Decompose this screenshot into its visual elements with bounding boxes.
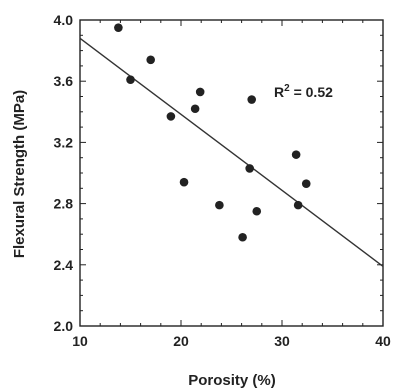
plot-axes: 10 20 30 40 2.0 2.4 2.8 3.2 3.6 4.0 (54, 12, 391, 349)
data-point (252, 206, 262, 216)
data-point (146, 55, 155, 65)
data-point (215, 200, 224, 210)
fit-line-group (79, 37, 384, 267)
data-point (114, 23, 123, 32)
y-tick-label: 2.8 (54, 196, 74, 212)
x-tick-label: 20 (173, 333, 189, 349)
data-point (190, 104, 200, 114)
r-squared-annotation: R2 = 0.52 (274, 83, 333, 100)
y-tick-label: 3.6 (54, 73, 74, 89)
y-tick-label: 3.2 (54, 134, 74, 150)
y-tick-label: 2.0 (54, 318, 74, 334)
fit-line (79, 37, 384, 267)
data-point (247, 95, 256, 104)
plot-frame (79, 19, 384, 327)
x-tick-label: 10 (72, 333, 88, 349)
data-point (179, 177, 189, 187)
data-point (126, 75, 135, 84)
data-point (291, 150, 301, 159)
data-point (301, 179, 311, 189)
y-tick-label: 2.4 (54, 257, 74, 273)
data-point (195, 87, 205, 97)
x-tick-label: 30 (274, 333, 290, 349)
data-point (238, 232, 247, 242)
y-tick-label: 4.0 (54, 12, 74, 28)
x-tick-label: 40 (375, 333, 391, 349)
data-point (166, 112, 176, 121)
y-axis-title: Flexural Strength (MPa) (11, 90, 28, 258)
data-points (114, 23, 311, 242)
x-axis-title: Porosity (%) (188, 372, 276, 389)
data-point (245, 164, 254, 173)
data-point (293, 200, 303, 210)
